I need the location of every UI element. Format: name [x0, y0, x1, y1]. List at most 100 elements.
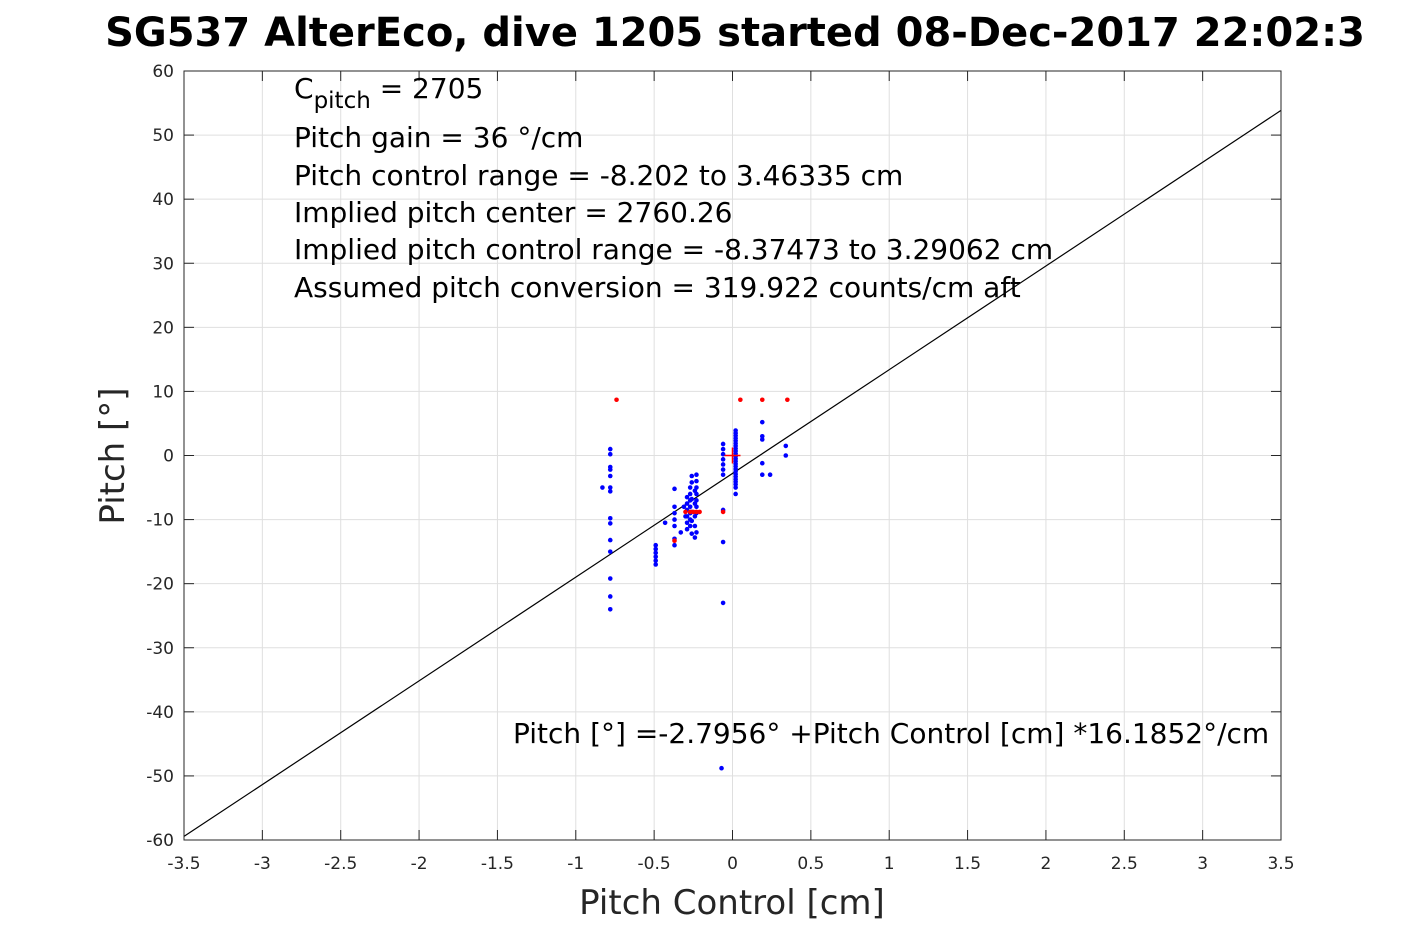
data-point — [733, 482, 738, 487]
data-point — [684, 494, 690, 500]
y-tick-label: 10 — [152, 382, 174, 402]
data-point — [607, 516, 613, 521]
x-tick-label: -0.5 — [638, 854, 671, 874]
data-point — [684, 520, 690, 526]
y-tick-label: -40 — [146, 703, 174, 723]
annotation-pitch-gain: Pitch gain = 36 °/cm — [294, 121, 583, 154]
data-point — [672, 538, 677, 544]
x-tick-label: -1 — [567, 854, 584, 874]
data-point — [687, 504, 693, 510]
data-point — [694, 478, 699, 484]
data-point — [607, 549, 613, 554]
data-point — [692, 535, 698, 540]
data-point — [720, 539, 726, 545]
x-tick-label: -3.5 — [167, 854, 200, 874]
fit-line — [183, 109, 1282, 837]
annotation-pitch-conversion: Assumed pitch conversion = 319.922 count… — [294, 271, 1021, 304]
data-point — [689, 518, 695, 524]
data-point — [759, 419, 765, 425]
data-point — [653, 562, 659, 567]
data-point — [733, 491, 738, 497]
data-point — [720, 446, 726, 452]
y-tick-label: 40 — [152, 190, 174, 210]
y-tick-label: -50 — [146, 767, 174, 787]
data-point — [759, 437, 765, 442]
data-point — [733, 485, 738, 490]
x-tick-label: 1.5 — [954, 854, 981, 874]
data-point — [694, 498, 699, 503]
data-point — [687, 491, 693, 497]
annotation-implied-pitch-center: Implied pitch center = 2760.26 — [294, 196, 732, 229]
data-point — [672, 523, 677, 529]
data-point — [687, 523, 693, 529]
data-point — [720, 451, 726, 457]
data-point — [689, 480, 695, 485]
data-point — [684, 514, 690, 519]
x-tick-label: 3.5 — [1267, 854, 1294, 874]
data-point — [607, 489, 613, 494]
annotation-implied-control-range: Implied pitch control range = -8.37473 t… — [294, 233, 1053, 266]
data-point — [672, 542, 677, 548]
tick-labels: -3.5 -3 -2.5 -2 -1.5 -1 -0.5 0 0.5 1 1.5 2 2.5 3 3.5 60… — [146, 62, 1294, 874]
data-point — [694, 504, 699, 510]
y-tick-label: 0 — [163, 447, 174, 467]
x-tick-label: 0 — [727, 854, 738, 874]
data-point — [684, 501, 690, 506]
annotation-c-pitch-subscript: pitch — [314, 88, 371, 114]
data-point — [720, 441, 726, 447]
y-tick-label: 50 — [152, 126, 174, 146]
data-point — [607, 451, 613, 457]
data-point — [689, 531, 695, 536]
data-point — [694, 491, 699, 497]
fit-line-group — [183, 109, 1282, 837]
x-tick-label: -2 — [411, 854, 428, 874]
x-tick-label: 1 — [884, 854, 895, 874]
x-tick-label: 3 — [1197, 854, 1208, 874]
data-point — [689, 496, 695, 502]
data-point — [687, 485, 693, 490]
data-point — [607, 607, 613, 612]
data-point — [662, 520, 668, 526]
x-tick-label: 0.5 — [797, 854, 824, 874]
data-point — [614, 397, 619, 403]
data-point — [694, 485, 699, 490]
data-point — [767, 472, 773, 478]
x-tick-label: -2.5 — [324, 854, 357, 874]
data-point — [785, 397, 790, 403]
data-point — [720, 467, 726, 472]
y-axis-label: Pitch [°] — [93, 387, 133, 524]
data-point — [720, 509, 726, 515]
x-tick-label: -3 — [254, 854, 271, 874]
data-point — [607, 521, 613, 526]
data-point — [738, 397, 743, 403]
data-point — [759, 433, 765, 439]
x-tick-label: 2 — [1041, 854, 1052, 874]
data-point — [607, 485, 613, 490]
data-point — [759, 460, 765, 466]
data-point — [783, 453, 789, 458]
y-tick-label: -60 — [146, 831, 174, 851]
data-point — [653, 546, 659, 552]
data-point — [681, 504, 687, 510]
x-tick-label: -1.5 — [481, 854, 514, 874]
x-tick-label: 2.5 — [1111, 854, 1138, 874]
data-point — [672, 486, 677, 492]
data-point — [607, 594, 613, 599]
axis-ticks — [183, 70, 1282, 841]
annotation-c-pitch-value: = 2705 — [371, 72, 484, 105]
data-point — [759, 397, 765, 403]
data-point — [783, 443, 789, 449]
data-point — [759, 472, 765, 478]
data-point — [683, 509, 688, 515]
y-tick-label: 30 — [152, 254, 174, 274]
data-point — [672, 510, 677, 516]
y-tick-label: 60 — [152, 62, 174, 82]
annotation-pitch-control-range: Pitch control range = -8.202 to 3.46335 … — [294, 159, 903, 192]
chart-title: SG537 AlterEco, dive 1205 started 08-Dec… — [105, 10, 1365, 56]
data-point — [719, 765, 724, 771]
data-point — [720, 462, 726, 467]
data-point — [694, 530, 699, 535]
data-point — [720, 472, 726, 478]
data-point — [653, 550, 659, 556]
annotation-c-pitch-prefix: C — [294, 72, 314, 105]
